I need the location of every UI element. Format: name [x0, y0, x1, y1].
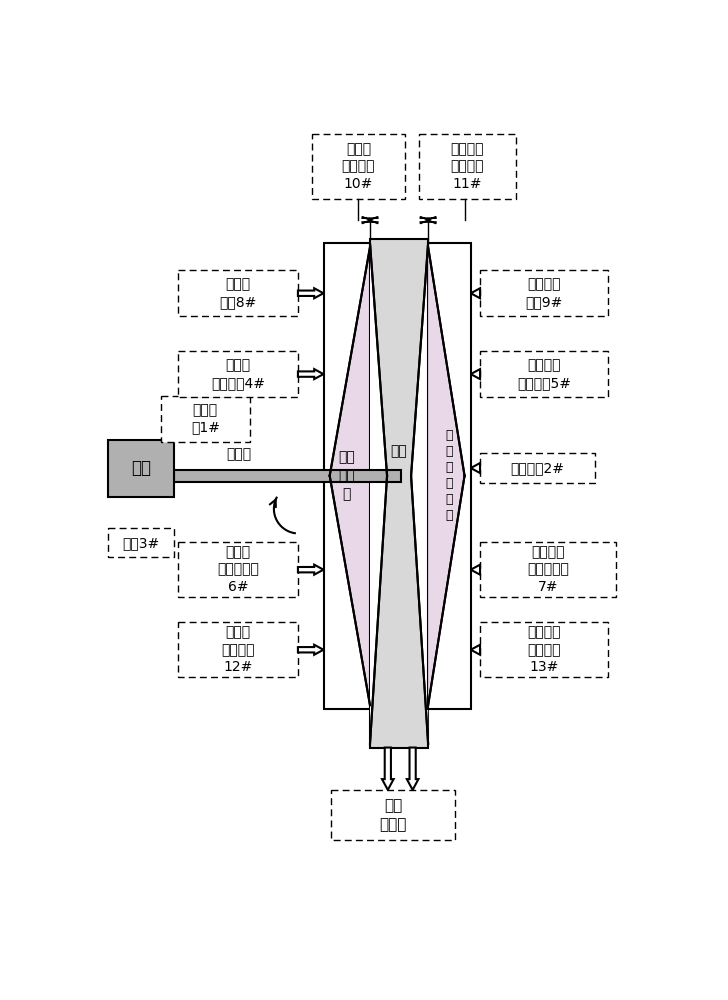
- Text: 传动侧
稀释水量4#: 传动侧 稀释水量4#: [211, 358, 265, 390]
- Text: 非传动侧
稀释水量5#: 非传动侧 稀释水量5#: [517, 358, 571, 390]
- Text: 动盘: 动盘: [390, 444, 407, 458]
- Polygon shape: [471, 369, 480, 379]
- Polygon shape: [370, 243, 387, 744]
- Polygon shape: [298, 565, 323, 575]
- Text: 传动轴: 传动轴: [226, 447, 252, 461]
- Text: 非传动侧
磨盘压力
13#: 非传动侧 磨盘压力 13#: [527, 625, 561, 674]
- Bar: [174, 470, 401, 482]
- Text: 磨室压力2#: 磨室压力2#: [510, 461, 564, 475]
- Bar: [161, 396, 250, 442]
- Text: 传动侧
磨盘间隙
10#: 传动侧 磨盘间隙 10#: [341, 142, 375, 191]
- Polygon shape: [330, 247, 370, 705]
- Bar: [331, 790, 455, 840]
- Bar: [323, 243, 370, 709]
- Polygon shape: [471, 565, 480, 575]
- Polygon shape: [298, 288, 323, 298]
- Text: 出浆
游离度: 出浆 游离度: [379, 798, 407, 832]
- Bar: [428, 243, 471, 709]
- Bar: [178, 351, 298, 397]
- Text: 非传动侧
震动加速度
7#: 非传动侧 震动加速度 7#: [527, 545, 569, 594]
- Bar: [312, 134, 405, 199]
- Polygon shape: [382, 748, 394, 790]
- Text: 非传动侧
震动9#: 非传动侧 震动9#: [526, 278, 563, 309]
- Polygon shape: [407, 748, 419, 790]
- Bar: [480, 351, 608, 397]
- Bar: [108, 528, 174, 557]
- Bar: [108, 440, 174, 497]
- Bar: [370, 239, 428, 748]
- Polygon shape: [471, 288, 480, 298]
- Text: 传动侧
震动加速度
6#: 传动侧 震动加速度 6#: [217, 545, 258, 594]
- Bar: [480, 542, 616, 597]
- Text: 设定产
量1#: 设定产 量1#: [191, 403, 220, 434]
- Text: 功率3#: 功率3#: [122, 536, 159, 550]
- Text: 马达: 马达: [131, 459, 151, 477]
- Polygon shape: [420, 217, 436, 224]
- Polygon shape: [298, 645, 323, 655]
- Text: 非
传
动
侧
定
盘: 非 传 动 侧 定 盘: [446, 429, 453, 522]
- Bar: [419, 134, 515, 199]
- Bar: [480, 622, 608, 677]
- Bar: [480, 270, 608, 316]
- Bar: [178, 622, 298, 677]
- Text: 传动
侧定
盘: 传动 侧定 盘: [339, 450, 355, 501]
- Bar: [178, 270, 298, 316]
- Polygon shape: [298, 369, 323, 379]
- Polygon shape: [363, 217, 378, 224]
- Polygon shape: [471, 463, 480, 473]
- Text: 传动侧
磨盘压力
12#: 传动侧 磨盘压力 12#: [221, 625, 255, 674]
- Text: 非传动侧
磨盘间隙
11#: 非传动侧 磨盘间隙 11#: [451, 142, 484, 191]
- Text: 传动侧
震动8#: 传动侧 震动8#: [219, 278, 256, 309]
- Polygon shape: [428, 247, 464, 705]
- Bar: [480, 453, 595, 483]
- Polygon shape: [471, 645, 480, 655]
- Bar: [178, 542, 298, 597]
- Polygon shape: [411, 243, 428, 744]
